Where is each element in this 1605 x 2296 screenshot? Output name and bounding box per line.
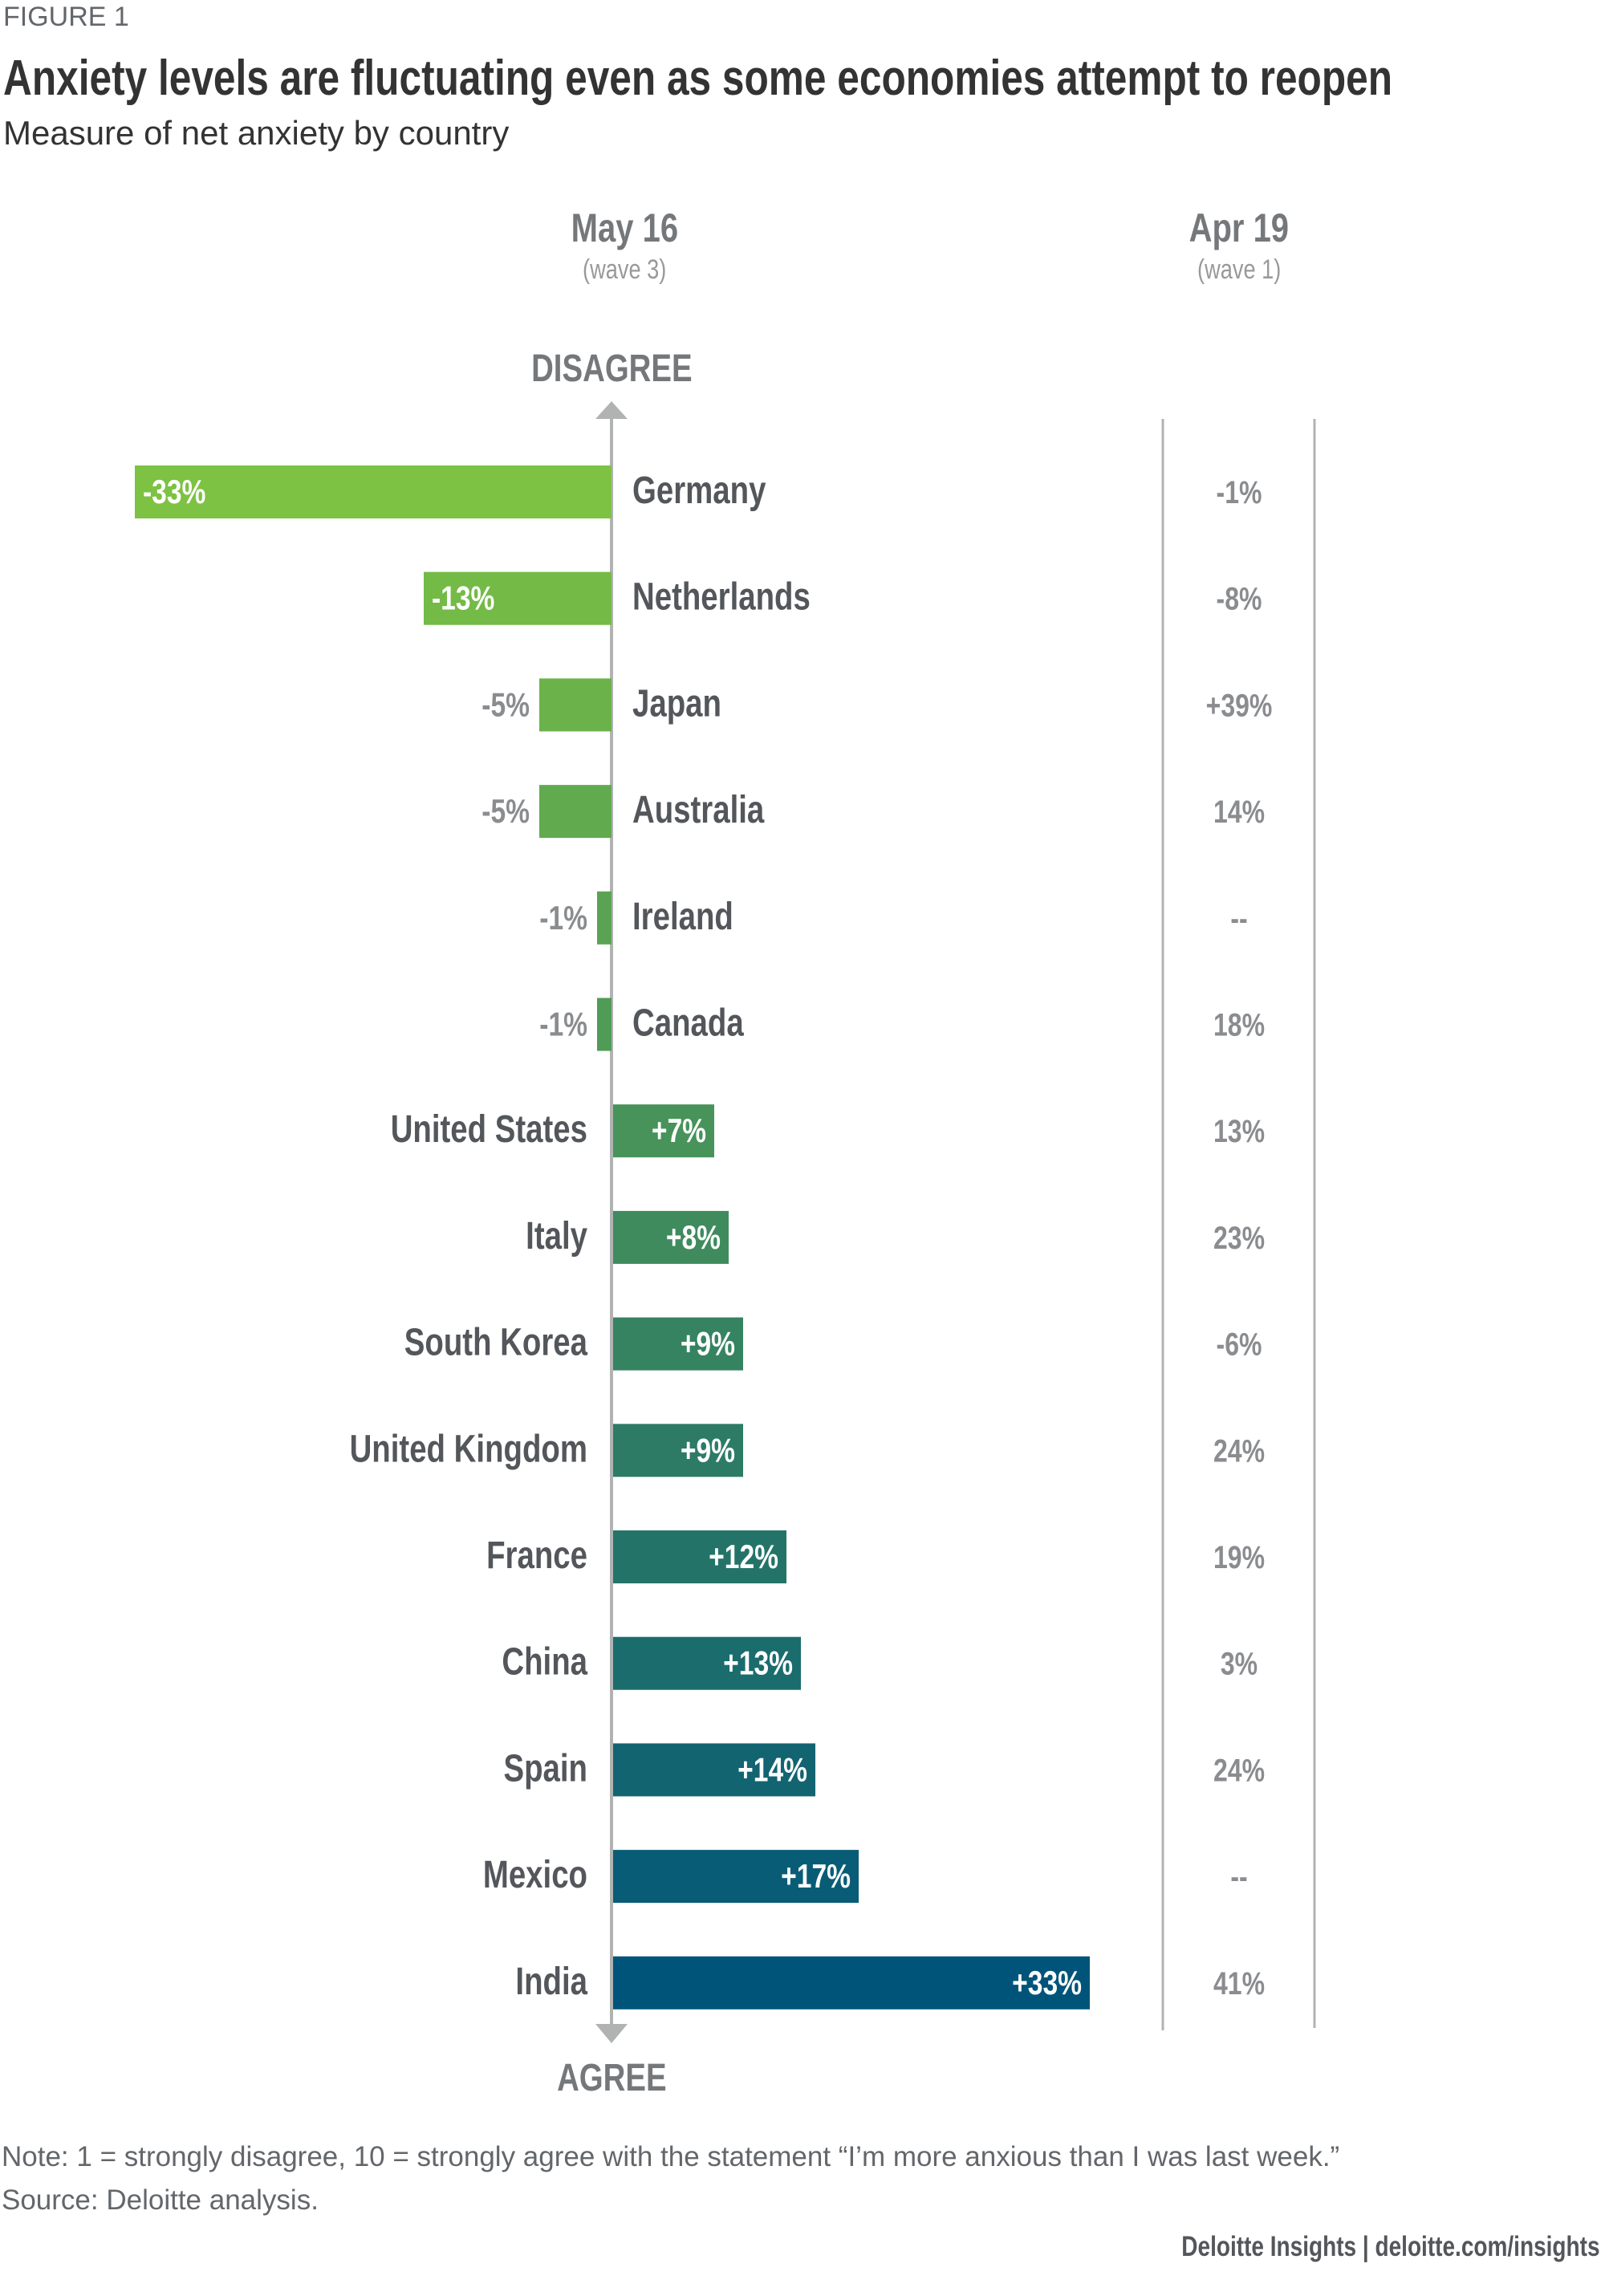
bar bbox=[135, 465, 612, 518]
bar-value-label: +13% bbox=[723, 1645, 793, 1682]
bar-value-label: +9% bbox=[681, 1432, 735, 1469]
bar bbox=[539, 678, 612, 732]
category-label: Germany bbox=[632, 469, 766, 512]
previous-wave-value: -- bbox=[1230, 1859, 1247, 1895]
category-label: South Korea bbox=[404, 1322, 588, 1364]
category-label: Spain bbox=[503, 1747, 587, 1790]
bar-value-label: +14% bbox=[737, 1752, 807, 1789]
bar bbox=[539, 785, 612, 839]
category-label: Netherlands bbox=[632, 576, 811, 619]
axis-top-label: DISAGREE bbox=[451, 347, 772, 391]
chart-title: Anxiety levels are fluctuating even as s… bbox=[3, 50, 1605, 107]
column-wave: (wave 3) bbox=[582, 254, 667, 285]
bar-value-label: -5% bbox=[482, 687, 530, 724]
bar bbox=[613, 1317, 743, 1371]
axis-bottom-label-text: AGREE bbox=[556, 2057, 667, 2099]
bar-value-label: -1% bbox=[539, 900, 587, 937]
category-label: India bbox=[515, 1961, 587, 2003]
bar-value-label: -33% bbox=[143, 474, 205, 511]
column-wave: (wave 1) bbox=[1197, 254, 1282, 285]
previous-wave-value: 13% bbox=[1213, 1113, 1265, 1149]
footer-credit-text: Deloitte Insights | deloitte.com/insight… bbox=[1181, 2231, 1600, 2262]
bar-value-label: -5% bbox=[482, 794, 530, 831]
bar bbox=[613, 1956, 1090, 2010]
previous-wave-value: 18% bbox=[1213, 1006, 1265, 1042]
note-text: Note: 1 = strongly disagree, 10 = strong… bbox=[2, 2141, 1340, 2172]
bar bbox=[613, 1424, 743, 1477]
axis-arrow-up-icon bbox=[595, 401, 628, 419]
category-label: Australia bbox=[632, 789, 765, 831]
category-label: United Kingdom bbox=[350, 1428, 587, 1470]
column-date: Apr 19 bbox=[1189, 205, 1290, 250]
category-label: United States bbox=[391, 1108, 587, 1151]
axis-arrow-down-icon bbox=[595, 2024, 628, 2043]
category-label: France bbox=[486, 1534, 587, 1577]
previous-wave-value: 24% bbox=[1213, 1432, 1265, 1469]
bar-value-label: +7% bbox=[652, 1113, 706, 1150]
bar bbox=[613, 1210, 729, 1264]
bar-value-label: -1% bbox=[539, 1006, 587, 1043]
previous-wave-value: 19% bbox=[1213, 1539, 1265, 1575]
previous-wave-value: 23% bbox=[1213, 1219, 1265, 1255]
previous-wave-value: -6% bbox=[1217, 1326, 1262, 1362]
previous-wave-value: -1% bbox=[1217, 474, 1262, 510]
bar-value-label: +33% bbox=[1012, 1965, 1082, 2001]
category-label: Italy bbox=[526, 1215, 587, 1258]
bar bbox=[597, 998, 612, 1051]
bar-value-label: +8% bbox=[666, 1219, 721, 1256]
bar bbox=[613, 1850, 859, 1904]
bar bbox=[424, 571, 612, 625]
previous-wave-value: 14% bbox=[1213, 794, 1265, 830]
category-label: Mexico bbox=[483, 1854, 587, 1896]
bar-value-label: +17% bbox=[781, 1859, 851, 1896]
figure-label: FIGURE 1 bbox=[3, 2, 129, 32]
axis-bottom-label: AGREE bbox=[451, 2056, 772, 2100]
previous-wave-value: -- bbox=[1230, 900, 1247, 936]
chart-subtitle: Measure of net anxiety by country bbox=[3, 114, 510, 152]
footer-credit: Deloitte Insights | deloitte.com/insight… bbox=[1077, 2231, 1600, 2263]
bar-value-label: +9% bbox=[681, 1326, 735, 1363]
bar bbox=[597, 891, 612, 945]
previous-wave-value: -8% bbox=[1217, 580, 1262, 616]
previous-wave-value: 24% bbox=[1213, 1752, 1265, 1788]
bar-value-label: -13% bbox=[432, 580, 494, 617]
bar bbox=[613, 1743, 815, 1797]
previous-wave-value: 41% bbox=[1213, 1965, 1265, 2001]
category-label: Japan bbox=[632, 682, 721, 725]
column-date: May 16 bbox=[571, 205, 678, 250]
category-label: Ireland bbox=[632, 896, 733, 938]
previous-wave-value: +39% bbox=[1206, 687, 1273, 723]
bar bbox=[613, 1636, 801, 1690]
axis-top-label-text: DISAGREE bbox=[530, 347, 693, 390]
category-label: Canada bbox=[632, 1002, 744, 1045]
column-header-may16: May 16 (wave 3) bbox=[464, 205, 785, 286]
bar bbox=[613, 1104, 714, 1158]
chart-title-text: Anxiety levels are fluctuating even as s… bbox=[3, 51, 1393, 106]
bar-value-label: +12% bbox=[709, 1539, 778, 1576]
category-label: China bbox=[502, 1641, 587, 1684]
bar bbox=[613, 1530, 786, 1583]
source-text: Source: Deloitte analysis. bbox=[2, 2184, 319, 2216]
column-header-apr19: Apr 19 (wave 1) bbox=[1079, 205, 1400, 286]
previous-wave-value: 3% bbox=[1221, 1645, 1258, 1681]
